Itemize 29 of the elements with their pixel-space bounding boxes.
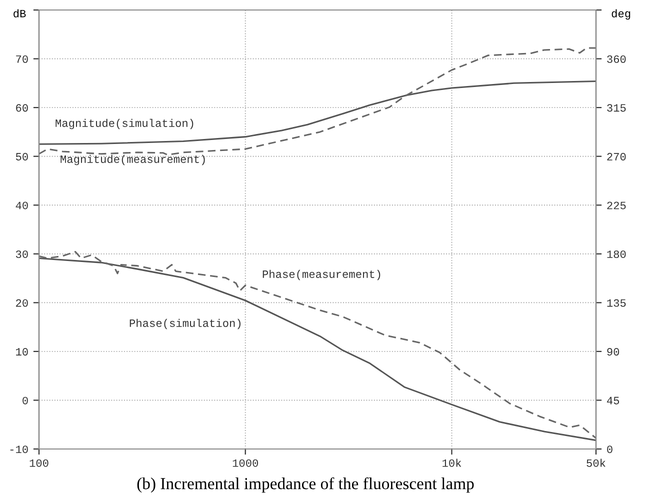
x-tick-label: 50k [586, 458, 606, 467]
y2-tick-label: 180 [607, 250, 626, 258]
x-tick-label: 10k [442, 458, 462, 467]
y2-tick-label: 360 [607, 55, 626, 63]
y2-tick-label: 135 [607, 299, 626, 307]
series-label: Phase(simulation) [130, 318, 240, 330]
y2-tick-label: 225 [607, 202, 626, 210]
y2-tick-label: 90 [607, 348, 620, 356]
y2-axis-title: deg [612, 9, 630, 20]
x-tick-label: 100 [30, 459, 48, 467]
y-tick-label: 50 [16, 152, 28, 160]
y-tick-label: 0 [22, 396, 28, 404]
series-label: Magnitude(measurement) [60, 154, 205, 166]
series-label: Phase(measurement) [262, 270, 380, 280]
y-tick-label: -10 [10, 446, 28, 454]
y2-tick-label: 0 [607, 446, 612, 454]
text: (b) Incremental impedance of the fluorescent lamp [137, 477, 474, 493]
y-tick-label: 10 [16, 348, 28, 356]
y2-tick-label: 270 [607, 152, 626, 160]
x-tick-label: 1000 [232, 459, 258, 467]
y-tick-label: 70 [16, 55, 28, 63]
series-label: Magnitude(simulation) [56, 118, 194, 130]
y-tick-label: 20 [16, 299, 28, 307]
y2-tick-label: 315 [607, 104, 626, 112]
y-tick-label: 60 [16, 104, 28, 112]
y-tick-label: 30 [16, 250, 28, 258]
y-tick-label: 40 [16, 202, 28, 210]
y2-tick-label: 45 [606, 396, 620, 404]
y-axis-title: dB [14, 9, 26, 18]
